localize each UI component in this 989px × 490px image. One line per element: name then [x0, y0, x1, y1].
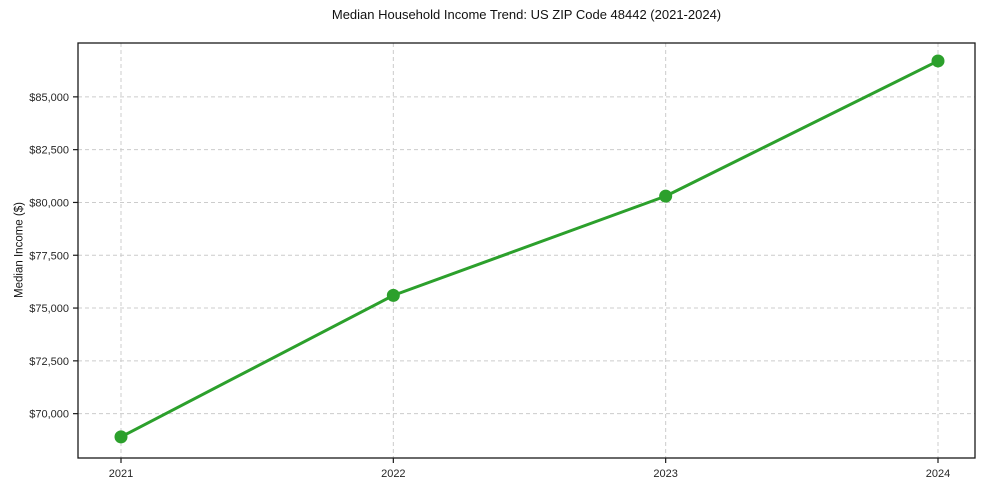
y-tick-label: $80,000: [29, 197, 69, 209]
trend-line: [119, 59, 940, 439]
x-tick-label: 2022: [381, 468, 405, 480]
y-tick-label: $85,000: [29, 92, 69, 104]
chart-title: Median Household Income Trend: US ZIP Co…: [331, 7, 722, 22]
y-tick-label: $72,500: [29, 356, 69, 368]
data-point-marker: [659, 189, 673, 203]
data-point-marker: [931, 54, 945, 68]
y-tick-label: $77,500: [29, 250, 69, 262]
data-point-marker: [114, 430, 128, 444]
y-tick-label: $75,000: [29, 303, 69, 315]
plot-border: [77, 42, 976, 459]
data-point-marker: [386, 288, 400, 302]
x-tick-label: 2021: [109, 468, 133, 480]
y-tick-label: $82,500: [29, 145, 69, 157]
x-tick-label: 2023: [653, 468, 677, 480]
y-tick-label: $70,000: [29, 409, 69, 421]
x-tick-label: 2024: [926, 468, 950, 480]
y-axis-title: Median Income ($): [13, 202, 26, 298]
